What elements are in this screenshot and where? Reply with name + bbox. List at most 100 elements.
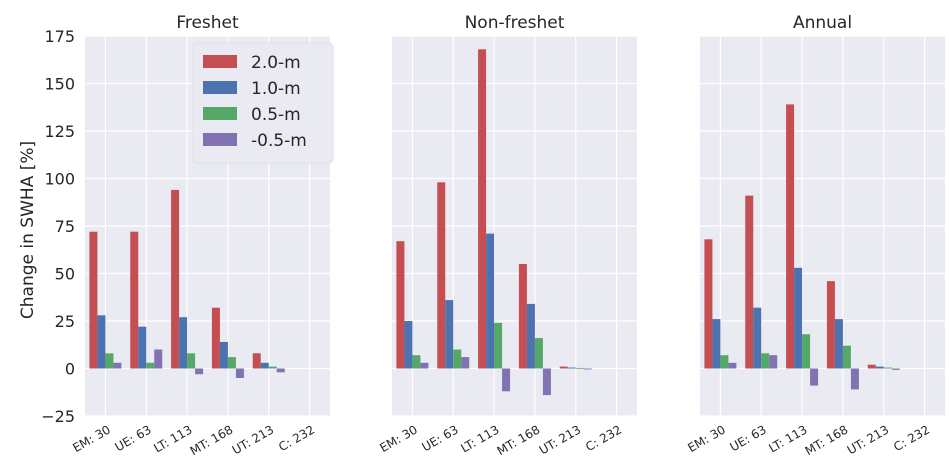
- bar-annual--0.5-m-2: [810, 368, 819, 386]
- bar-non-freshet-0.5-m-4: [575, 367, 584, 369]
- bar-annual-2.0-m-0: [704, 239, 713, 369]
- x-tick-label: EM: 30: [377, 422, 420, 455]
- bar-non-freshet-2.0-m-4: [559, 366, 568, 369]
- bar-annual-2.0-m-4: [867, 364, 876, 369]
- bar-non-freshet-0.5-m-0: [412, 355, 421, 369]
- bar-non-freshet-2.0-m-3: [518, 264, 527, 369]
- y-tick-label: 75: [55, 217, 75, 236]
- bar-annual-1.0-m-0: [712, 319, 721, 369]
- x-tick-label: C: 232: [583, 422, 624, 454]
- bar-annual-0.5-m-2: [802, 334, 811, 369]
- bar-non-freshet-1.0-m-4: [567, 367, 576, 369]
- bar-non-freshet-2.0-m-0: [396, 241, 405, 369]
- bar-annual-0.5-m-4: [883, 367, 892, 369]
- bar-annual-0.5-m-0: [720, 355, 729, 369]
- bar-freshet--0.5-m-1: [154, 349, 163, 369]
- bar-annual-0.5-m-3: [842, 345, 851, 369]
- y-tick-label: 50: [55, 265, 75, 284]
- bar-annual--0.5-m-3: [850, 368, 859, 390]
- bar-non-freshet-0.5-m-1: [453, 349, 462, 369]
- legend-swatch: [203, 107, 237, 120]
- x-tick-label: LT: 113: [151, 422, 194, 455]
- bar-annual-1.0-m-1: [753, 307, 762, 369]
- legend-label: -0.5-m: [251, 131, 307, 151]
- bar-freshet-0.5-m-0: [105, 353, 114, 369]
- x-tick-label: UE: 63: [728, 422, 769, 454]
- bar-annual-1.0-m-2: [794, 267, 803, 369]
- bar-freshet-0.5-m-3: [227, 357, 236, 369]
- panel-title: Non-freshet: [465, 13, 565, 33]
- x-tick-label: UE: 63: [420, 422, 461, 454]
- bar-non-freshet--0.5-m-4: [583, 368, 592, 370]
- legend-swatch: [203, 55, 237, 68]
- y-tick-label: 25: [55, 312, 75, 331]
- bar-annual--0.5-m-4: [891, 368, 900, 370]
- legend-label: 2.0-m: [251, 53, 301, 73]
- bar-freshet-0.5-m-4: [268, 366, 277, 369]
- y-tick-label: 100: [44, 170, 75, 189]
- bar-non-freshet--0.5-m-3: [542, 368, 551, 396]
- y-tick-label: 150: [44, 75, 75, 94]
- bar-freshet-1.0-m-0: [97, 315, 106, 369]
- bar-annual--0.5-m-0: [728, 362, 737, 369]
- legend: 2.0-m 1.0-m 0.5-m -0.5-m: [192, 42, 334, 164]
- bar-freshet-1.0-m-1: [138, 326, 147, 369]
- x-tick-label: UT: 213: [230, 422, 276, 457]
- y-axis-label: Change in SWHA [%]: [18, 141, 38, 319]
- bar-annual--0.5-m-1: [769, 355, 778, 369]
- bar-non-freshet-0.5-m-3: [534, 338, 543, 369]
- bar-freshet--0.5-m-3: [235, 368, 244, 378]
- x-tick-label: MT: 168: [803, 422, 851, 458]
- bar-freshet--0.5-m-4: [276, 368, 285, 373]
- bar-freshet-1.0-m-3: [219, 341, 228, 369]
- bar-annual-1.0-m-4: [875, 366, 884, 369]
- bar-freshet-2.0-m-2: [171, 189, 180, 369]
- x-tick-label: EM: 30: [685, 422, 728, 455]
- bar-annual-0.5-m-1: [761, 353, 770, 369]
- x-tick-label: UT: 213: [537, 422, 583, 457]
- bar-non-freshet-2.0-m-2: [478, 49, 487, 369]
- bar-freshet-2.0-m-4: [252, 353, 261, 369]
- x-tick-label: UT: 213: [845, 422, 891, 457]
- legend-label: 1.0-m: [251, 79, 301, 99]
- legend-swatch: [203, 133, 237, 146]
- bar-non-freshet--0.5-m-1: [461, 357, 470, 369]
- bar-freshet-1.0-m-4: [260, 362, 269, 369]
- bar-annual-2.0-m-2: [786, 104, 795, 369]
- x-tick-label: UE: 63: [113, 422, 154, 454]
- panel-title: Annual: [793, 13, 852, 33]
- y-tick-label: 125: [44, 122, 75, 141]
- legend-label: 0.5-m: [251, 105, 301, 125]
- panel-title: Freshet: [176, 13, 239, 33]
- x-tick-label: C: 232: [276, 422, 317, 454]
- bar-non-freshet-1.0-m-0: [404, 321, 413, 369]
- y-tick-label: 175: [44, 27, 75, 46]
- bar-annual-1.0-m-3: [834, 319, 843, 369]
- y-tick-label: −25: [41, 407, 75, 426]
- bar-non-freshet-0.5-m-2: [494, 322, 503, 369]
- bar-non-freshet-1.0-m-2: [486, 233, 495, 369]
- bar-non-freshet--0.5-m-0: [420, 362, 429, 369]
- bar-freshet-2.0-m-0: [89, 231, 98, 369]
- bar-freshet-0.5-m-1: [146, 362, 155, 369]
- bar-annual-2.0-m-1: [745, 195, 754, 369]
- bar-freshet-0.5-m-2: [187, 353, 196, 369]
- bar-freshet--0.5-m-0: [113, 362, 122, 369]
- bar-non-freshet-1.0-m-1: [445, 300, 454, 369]
- x-tick-label: LT: 113: [766, 422, 809, 455]
- x-tick-label: EM: 30: [70, 422, 113, 455]
- x-tick-label: C: 232: [891, 422, 932, 454]
- x-tick-label: MT: 168: [495, 422, 543, 458]
- bar-non-freshet--0.5-m-2: [502, 368, 511, 392]
- x-tick-label: LT: 113: [458, 422, 501, 455]
- legend-swatch: [203, 81, 237, 94]
- bar-freshet-2.0-m-1: [130, 231, 139, 369]
- bar-freshet-1.0-m-2: [179, 317, 188, 369]
- x-tick-label: MT: 168: [188, 422, 236, 458]
- bar-non-freshet-1.0-m-3: [526, 303, 535, 369]
- bar-annual-2.0-m-3: [826, 281, 835, 369]
